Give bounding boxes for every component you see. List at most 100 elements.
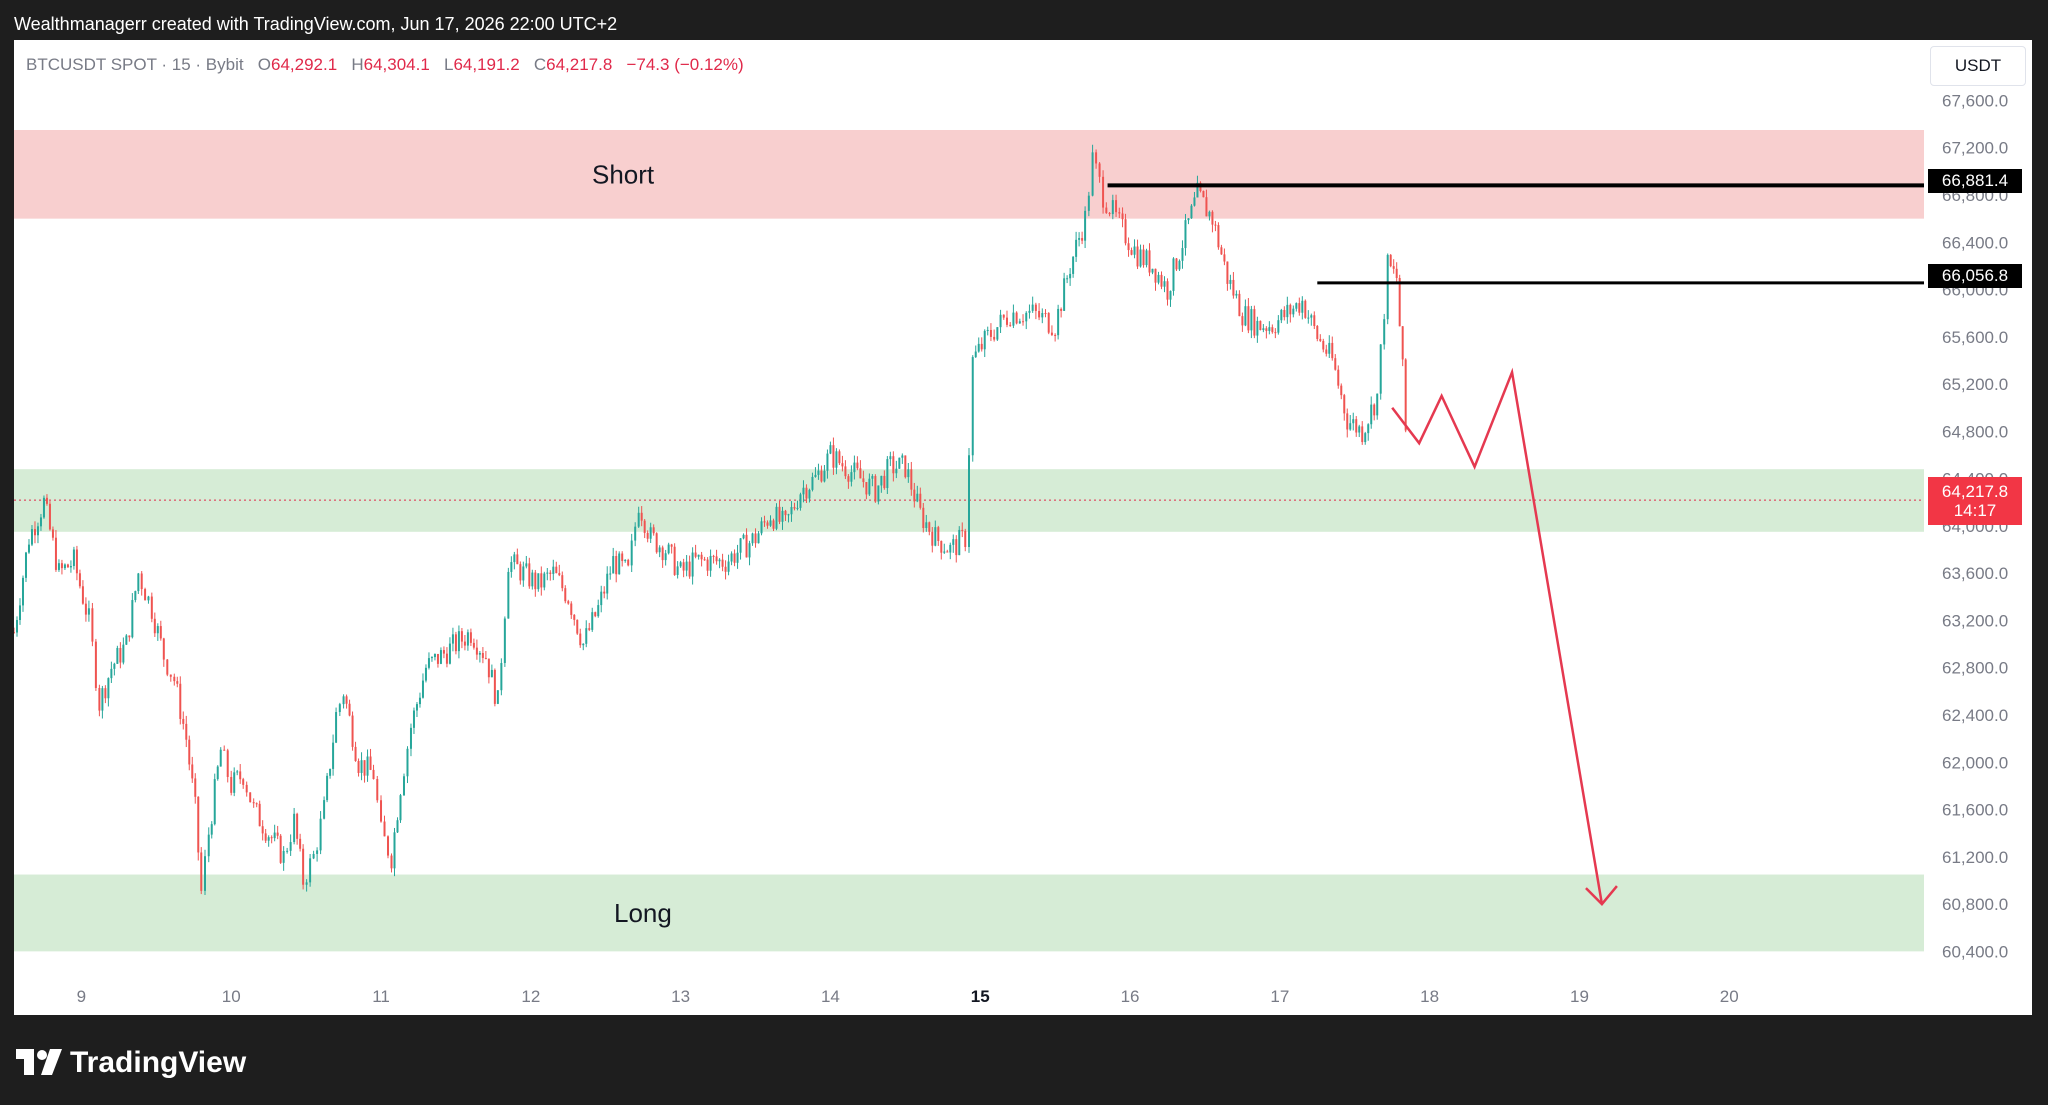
candle-body bbox=[877, 485, 880, 502]
candle-body bbox=[98, 687, 101, 711]
candle-body bbox=[242, 779, 245, 785]
candle-body bbox=[910, 469, 913, 490]
candle-body bbox=[354, 746, 357, 761]
candle-body bbox=[691, 552, 694, 577]
candle-body bbox=[122, 644, 125, 663]
candle-body bbox=[709, 555, 712, 571]
candle-body bbox=[1022, 321, 1025, 323]
candle-body bbox=[712, 555, 715, 557]
candle-body bbox=[316, 850, 319, 854]
candle-body bbox=[427, 658, 430, 668]
candle-body bbox=[357, 760, 360, 773]
candle-body bbox=[1190, 205, 1193, 219]
candle-body bbox=[546, 572, 549, 574]
candle-body bbox=[940, 540, 943, 553]
candle-body bbox=[399, 795, 402, 821]
candle-body bbox=[1057, 308, 1060, 336]
candle-body bbox=[1105, 207, 1108, 213]
candle-body bbox=[733, 553, 736, 563]
candle-body bbox=[293, 813, 296, 843]
candle-body bbox=[522, 566, 525, 581]
candle-body bbox=[630, 540, 633, 566]
x-tick-label: 9 bbox=[77, 987, 86, 1006]
candle-body bbox=[60, 563, 63, 569]
candle-body bbox=[844, 466, 847, 477]
candle-body bbox=[1009, 324, 1012, 326]
candle-body bbox=[1166, 281, 1169, 300]
candle-body bbox=[799, 494, 802, 508]
candle-body bbox=[496, 690, 499, 704]
candle-body bbox=[507, 571, 510, 619]
candle-body bbox=[1175, 258, 1178, 270]
candle-body bbox=[1124, 219, 1127, 244]
zone-label-long: Long bbox=[614, 898, 672, 928]
candle-body bbox=[1205, 197, 1208, 217]
price-tag-level-1-label: 66,881.4 bbox=[1941, 171, 2009, 190]
candle-body bbox=[1041, 313, 1044, 318]
candle-body bbox=[1015, 312, 1018, 324]
candle-body bbox=[856, 462, 859, 469]
candle-body bbox=[484, 657, 487, 659]
y-tick-label: 61,600.0 bbox=[1942, 801, 2008, 820]
y-tick-label: 61,200.0 bbox=[1942, 848, 2008, 867]
price-tag-current: 64,217.8 14:17 bbox=[1928, 477, 2022, 525]
candle-body bbox=[576, 619, 579, 634]
candle-body bbox=[1295, 303, 1298, 309]
candle-body bbox=[685, 561, 688, 571]
countdown-label: 14:17 bbox=[1953, 501, 1997, 520]
candle-body bbox=[1157, 274, 1160, 283]
candle-body bbox=[387, 836, 390, 856]
candle-body bbox=[567, 601, 570, 604]
candle-body bbox=[15, 620, 18, 633]
candle-body bbox=[874, 476, 877, 502]
candle-body bbox=[335, 712, 338, 743]
high-value: 64,304.1 bbox=[363, 55, 430, 74]
currency-unit-button[interactable]: USDT bbox=[1930, 46, 2026, 86]
candle-body bbox=[676, 566, 679, 575]
candle-body bbox=[1002, 314, 1005, 318]
candle-body bbox=[185, 723, 188, 740]
candle-body bbox=[555, 566, 558, 574]
candle-body bbox=[769, 520, 772, 526]
candle-body bbox=[718, 559, 721, 562]
candle-body bbox=[1346, 413, 1349, 430]
candle-body bbox=[369, 756, 372, 770]
candle-body bbox=[1223, 254, 1226, 262]
candle-body bbox=[436, 653, 439, 664]
current-price-label: 64,217.8 bbox=[1941, 482, 2009, 501]
candle-body bbox=[1127, 243, 1130, 251]
x-tick-label: 13 bbox=[671, 987, 690, 1006]
y-tick-label: 66,400.0 bbox=[1942, 233, 2008, 252]
candle-body bbox=[252, 802, 255, 804]
candle-body bbox=[1038, 310, 1041, 318]
candle-body bbox=[273, 832, 276, 839]
candle-body bbox=[1331, 342, 1334, 359]
candle-body bbox=[1241, 316, 1244, 326]
tradingview-logo[interactable]: TradingView bbox=[16, 1046, 246, 1080]
y-tick-label: 64,800.0 bbox=[1942, 422, 2008, 441]
candle-body bbox=[904, 455, 907, 478]
candle-body bbox=[424, 667, 427, 681]
price-tag-level-2: 66,056.8 bbox=[1928, 264, 2022, 288]
candle-body bbox=[721, 559, 724, 567]
candle-body bbox=[1081, 238, 1084, 241]
candle-body bbox=[838, 451, 841, 464]
candle-body bbox=[1208, 211, 1211, 217]
candle-body bbox=[612, 556, 615, 574]
change-value: −74.3 (−0.12%) bbox=[626, 55, 744, 74]
chart-area[interactable]: Short Long 67,600.0 67,200.0 66,800.0 66,400.… bbox=[14, 40, 2032, 1015]
candle-body bbox=[1178, 260, 1181, 270]
candle-body bbox=[255, 803, 258, 805]
candle-body bbox=[481, 653, 484, 658]
candle-body bbox=[640, 512, 643, 521]
candle-body bbox=[197, 796, 200, 853]
candle-body bbox=[1108, 212, 1111, 215]
candle-body bbox=[1130, 250, 1133, 255]
candle-body bbox=[649, 527, 652, 539]
candle-body bbox=[934, 527, 937, 546]
candle-body bbox=[94, 641, 97, 688]
y-tick-label: 62,000.0 bbox=[1942, 753, 2008, 772]
candle-body bbox=[430, 657, 433, 659]
candle-body bbox=[1322, 340, 1325, 350]
price-chart[interactable]: ShortLong67,600.067,200.066,800.066,400.… bbox=[14, 40, 2032, 1015]
